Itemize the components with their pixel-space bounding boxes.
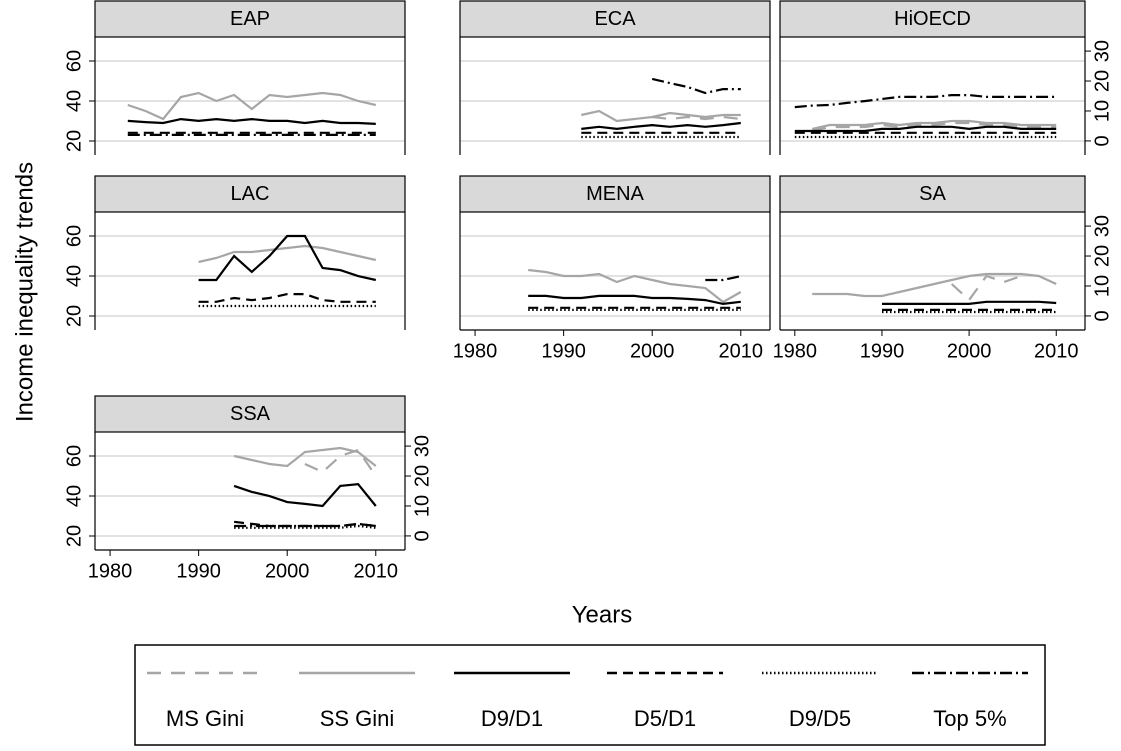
facet-title: SSA xyxy=(230,403,271,425)
facet-title: LAC xyxy=(231,183,270,205)
facet-header xyxy=(459,0,771,38)
series-line xyxy=(811,121,1057,133)
x-tick-label: 2010 xyxy=(1034,340,1079,362)
x-tick-label: 2000 xyxy=(947,340,992,362)
y-axis-title: Income inequality trends xyxy=(11,162,38,422)
y-tick-label: 60 xyxy=(63,50,85,72)
series-line xyxy=(233,482,377,508)
x-tick-label: 1980 xyxy=(773,340,818,362)
facet-header xyxy=(779,0,1086,38)
y-tick-label: 60 xyxy=(63,225,85,247)
series-line xyxy=(581,121,741,131)
y2-tick-label: 10 xyxy=(1091,275,1113,297)
series-line xyxy=(234,522,376,528)
series-line xyxy=(950,274,1022,302)
x-tick-label: 2000 xyxy=(630,340,675,362)
x-tick-label: 2010 xyxy=(719,340,764,362)
series-line xyxy=(882,300,1057,305)
x-tick-label: 1980 xyxy=(453,340,498,362)
y2-tick-label: 20 xyxy=(1091,245,1113,267)
legend-label: D9/D1 xyxy=(481,706,543,731)
x-tick-label: 1980 xyxy=(88,560,133,582)
facet-title: EAP xyxy=(230,8,270,30)
y2-tick-label: 30 xyxy=(411,435,433,457)
legend-box xyxy=(134,644,1046,746)
y-tick-label: 20 xyxy=(63,130,85,152)
y2-tick-label: 10 xyxy=(411,495,433,517)
series-line xyxy=(127,91,377,121)
series-line xyxy=(581,109,741,123)
series-line xyxy=(304,448,377,477)
facet-header xyxy=(94,395,406,433)
legend-label: MS Gini xyxy=(166,706,244,731)
y2-tick-label: 20 xyxy=(411,465,433,487)
series-line xyxy=(811,119,1057,131)
x-tick-label: 1990 xyxy=(176,560,221,582)
series-line xyxy=(705,275,742,282)
y2-tick-label: 30 xyxy=(1091,40,1113,62)
series-line xyxy=(528,268,742,304)
series-line xyxy=(127,117,376,125)
facet-header xyxy=(94,0,406,38)
x-axis-title: Years xyxy=(572,601,633,628)
y2-tick-label: 20 xyxy=(1091,70,1113,92)
y-tick-label: 40 xyxy=(63,485,85,507)
y2-tick-label: 30 xyxy=(1091,215,1113,237)
series-line xyxy=(198,234,377,282)
facet-header xyxy=(94,175,406,213)
facet-header xyxy=(459,175,771,213)
y-tick-label: 20 xyxy=(63,525,85,547)
x-tick-label: 2000 xyxy=(265,560,310,582)
facet-title: ECA xyxy=(594,8,636,30)
facet-header xyxy=(779,175,1086,213)
y2-tick-label: 0 xyxy=(1091,135,1113,146)
legend-label: D9/D5 xyxy=(789,706,851,731)
facet-title: SA xyxy=(919,183,946,205)
series-line xyxy=(794,125,1057,133)
y-tick-label: 60 xyxy=(63,445,85,467)
legend-label: D5/D1 xyxy=(634,706,696,731)
series-line xyxy=(812,272,1057,298)
facet-title: HiOECD xyxy=(894,8,971,30)
y-tick-label: 40 xyxy=(63,265,85,287)
facet-title: MENA xyxy=(586,183,644,205)
x-tick-label: 1990 xyxy=(541,340,586,362)
x-tick-label: 2010 xyxy=(354,560,399,582)
series-line xyxy=(198,293,376,303)
legend-label: SS Gini xyxy=(320,706,395,731)
series-line xyxy=(651,77,741,95)
y-tick-label: 40 xyxy=(63,90,85,112)
y2-tick-label: 0 xyxy=(411,530,433,541)
series-line xyxy=(528,294,741,306)
series-line xyxy=(652,115,741,121)
legend-label: Top 5% xyxy=(933,706,1006,731)
y2-tick-label: 0 xyxy=(1091,310,1113,321)
y-tick-label: 20 xyxy=(63,305,85,327)
y2-tick-label: 10 xyxy=(1091,100,1113,122)
series-line xyxy=(198,244,377,264)
series-line xyxy=(233,446,377,468)
x-tick-label: 1990 xyxy=(860,340,905,362)
